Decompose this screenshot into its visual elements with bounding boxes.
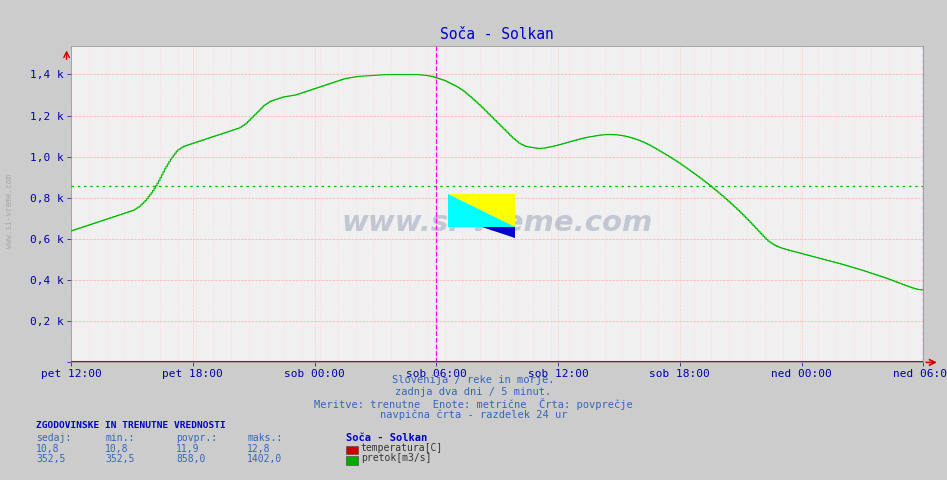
Text: 12,8: 12,8 [247, 444, 271, 454]
Text: zadnja dva dni / 5 minut.: zadnja dva dni / 5 minut. [396, 387, 551, 397]
Polygon shape [448, 194, 515, 227]
Text: pretok[m3/s]: pretok[m3/s] [361, 453, 431, 463]
Text: 352,5: 352,5 [105, 454, 134, 464]
Text: min.:: min.: [105, 433, 134, 443]
Text: 10,8: 10,8 [105, 444, 129, 454]
Text: Meritve: trenutne  Enote: metrične  Črta: povprečje: Meritve: trenutne Enote: metrične Črta: … [314, 398, 633, 410]
Text: Soča - Solkan: Soča - Solkan [346, 433, 427, 443]
Text: ZGODOVINSKE IN TRENUTNE VREDNOSTI: ZGODOVINSKE IN TRENUTNE VREDNOSTI [36, 421, 225, 430]
Text: maks.:: maks.: [247, 433, 282, 443]
Text: 10,8: 10,8 [36, 444, 60, 454]
Polygon shape [481, 227, 515, 238]
Text: 352,5: 352,5 [36, 454, 65, 464]
Title: Soča - Solkan: Soča - Solkan [440, 27, 554, 42]
Text: 11,9: 11,9 [176, 444, 200, 454]
Text: temperatura[C]: temperatura[C] [361, 443, 443, 453]
Text: sedaj:: sedaj: [36, 433, 71, 443]
Text: navpična črta - razdelek 24 ur: navpična črta - razdelek 24 ur [380, 410, 567, 420]
Text: povpr.:: povpr.: [176, 433, 217, 443]
Text: www.si-vreme.com: www.si-vreme.com [5, 174, 14, 248]
Text: www.si-vreme.com: www.si-vreme.com [342, 209, 652, 237]
Polygon shape [448, 194, 515, 227]
Text: Slovenija / reke in morje.: Slovenija / reke in morje. [392, 375, 555, 385]
Text: 858,0: 858,0 [176, 454, 205, 464]
Text: 1402,0: 1402,0 [247, 454, 282, 464]
